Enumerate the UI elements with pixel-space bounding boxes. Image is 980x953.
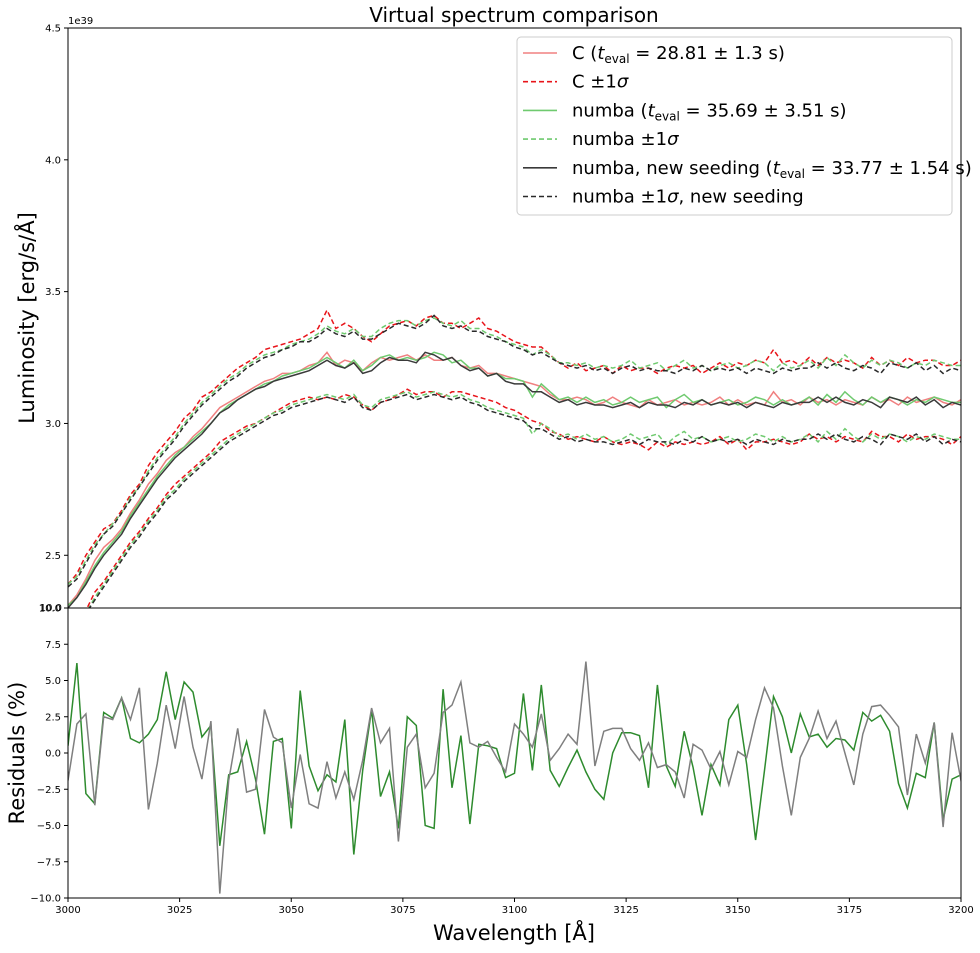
legend-label-6: numba, new seeding (teval = 33.77 ± 1.54… [572, 158, 972, 181]
x-axis-label: Wavelength [Å] [433, 919, 595, 945]
x-tick-label: 3200 [948, 905, 973, 916]
top-y-tick-label: 3.5 [45, 287, 61, 298]
chart-title: Virtual spectrum comparison [369, 3, 658, 27]
top-y-tick-label: 2.5 [45, 551, 61, 562]
x-tick-label: 3100 [502, 905, 527, 916]
series-line-2 [86, 388, 961, 608]
x-tick-label: 3000 [55, 905, 80, 916]
residuals-plot-area [68, 661, 961, 894]
top-bottom-edge-label: 10.0 [40, 603, 62, 614]
legend-label-4: numba ±1σ [572, 129, 679, 150]
bottom-y-tick-label: −2.5 [37, 785, 61, 796]
luminosity-plot-area [68, 308, 961, 608]
bottom-y-tick-label: 5.0 [45, 676, 61, 687]
top-y-tick-label: 4.5 [45, 24, 61, 35]
bottom-y-tick-label: 10.0 [39, 604, 61, 615]
top-y-tick-label: 4.0 [45, 155, 61, 166]
top-y-axis-label: Luminosity [erg/s/Å] [13, 212, 39, 424]
top-y-tick-label: 3.0 [45, 419, 61, 430]
bottom-y-tick-label: 7.5 [45, 640, 61, 651]
bottom-y-tick-label: −5.0 [37, 821, 61, 832]
series-line-4 [68, 317, 961, 585]
y-offset-label: 1e39 [68, 16, 93, 27]
residual-line-1 [68, 661, 961, 894]
bottom-x-axis: 3000 3025 3050 3075 3100 3125 3150 3175 3200 [55, 898, 974, 916]
legend-label-7: numba ±1σ, new seeding [572, 187, 804, 208]
top-y-axis: 2.5 3.0 3.5 4.0 4.5 [45, 24, 68, 609]
series-line-6 [68, 351, 961, 608]
series-line-8 [88, 393, 961, 608]
bottom-y-tick-label: 0.0 [45, 749, 61, 760]
series-line-1 [68, 308, 961, 585]
bottom-y-axis-label: Residuals (%) [5, 682, 29, 825]
x-tick-label: 3150 [725, 905, 750, 916]
legend-label-1: C ±1σ [572, 72, 629, 93]
series-line-7 [68, 314, 961, 588]
legend-label-0: C (teval = 28.81 ± 1.3 s) [572, 43, 785, 66]
x-tick-label: 3050 [279, 905, 304, 916]
x-tick-label: 3175 [837, 905, 862, 916]
bottom-y-axis: −10.0 −7.5 −5.0 −2.5 0.0 2.5 5.0 7.5 10.0 [30, 604, 68, 905]
bottom-y-tick-label: −10.0 [30, 894, 61, 905]
x-tick-label: 3125 [613, 905, 638, 916]
series-line-5 [88, 390, 961, 608]
x-tick-label: 3075 [390, 905, 415, 916]
legend-label-3: numba (teval = 35.69 ± 3.51 s) [572, 100, 847, 123]
bottom-y-tick-label: 2.5 [45, 712, 61, 723]
legend: C (teval = 28.81 ± 1.3 s) C ±1σ numba (tev… [516, 36, 972, 216]
x-tick-label: 3025 [167, 905, 192, 916]
legend-box [516, 36, 953, 216]
bottom-y-tick-label: −7.5 [37, 857, 61, 868]
